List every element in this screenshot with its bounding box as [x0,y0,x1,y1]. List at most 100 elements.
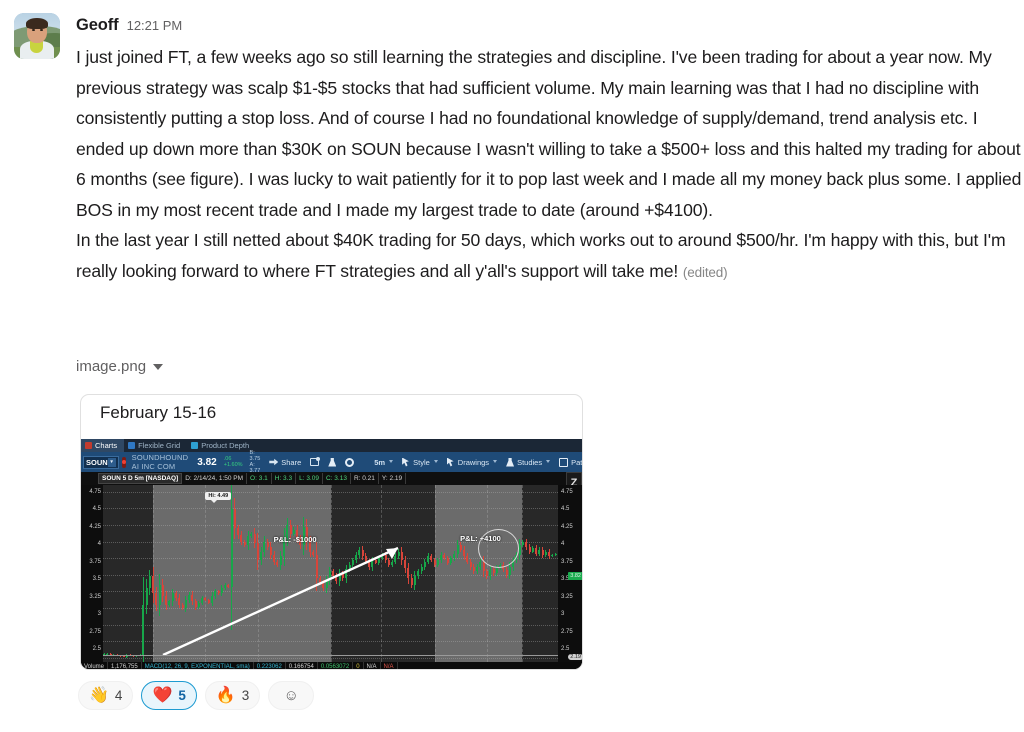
candlestick [374,558,377,565]
gridline-horizontal [103,491,558,493]
candlestick [391,559,394,567]
candlestick [158,573,161,616]
candlestick [410,574,413,589]
candlestick [508,562,511,580]
drawings-button[interactable]: Drawings [446,457,498,467]
reaction-bar: 👋 4 ❤️ 5 🔥 3 ☺ [78,681,315,710]
candlestick [538,547,541,556]
candlestick [423,558,426,570]
candlestick [152,566,155,603]
candlestick [332,568,335,579]
candlestick [256,533,259,570]
candlestick [338,569,341,586]
candlestick [482,556,485,577]
attachment-filename-row[interactable]: image.png [76,358,164,375]
depth-icon [191,442,199,449]
fire-reaction[interactable]: 🔥 3 [204,681,261,710]
timeframe-button[interactable]: 5m [363,457,394,467]
heart-reaction[interactable]: ❤️ 5 [141,681,197,710]
add-reaction-button[interactable]: ☺ [268,681,315,710]
candlestick [463,545,466,560]
candlestick [279,551,282,570]
record-button[interactable] [121,456,126,468]
studies-button[interactable]: Studies [506,457,551,467]
chevron-down-icon[interactable] [153,363,164,370]
timeframe-label: 5m [374,457,386,467]
avatar-hair [26,18,48,29]
candlestick [381,553,384,561]
snapshot-button[interactable] [310,457,321,466]
candlestick [512,556,515,571]
y-tick-right: 3 [561,611,565,618]
candlestick [384,551,387,564]
gridline-horizontal [103,658,558,659]
candlestick [214,588,217,599]
style-button[interactable]: Style [402,457,438,467]
share-button[interactable]: Share [269,458,301,467]
candlestick [305,518,308,550]
candlestick [286,517,289,546]
y-tick-left: 3.75 [89,558,101,565]
y-tick-left: 4 [97,541,101,548]
quote-close: C: 3.13 [323,473,351,484]
candlestick [443,553,446,561]
session-shade-overnight-2 [521,485,558,662]
candlestick [201,595,204,606]
candlestick [237,524,240,539]
tab-flexible-grid-label: Flexible Grid [138,441,181,450]
fire-reaction-count: 3 [241,688,250,703]
candlestick [299,534,302,549]
gridline-vertical [257,485,259,662]
candlestick [312,549,315,557]
attachment-filename[interactable]: image.png [76,358,147,375]
plot-area[interactable]: Hi: 4.49 P&L: -$1000 P&L: +4100 [103,485,558,669]
candlestick [296,524,299,543]
candlestick [449,555,452,566]
candlestick [197,600,200,609]
candlestick [528,544,531,555]
tab-flexible-grid[interactable]: Flexible Grid [124,439,187,452]
tab-charts[interactable]: Charts [81,439,125,452]
settings-button[interactable] [345,457,355,467]
strategy-button[interactable] [328,457,337,467]
candlestick [335,573,338,585]
bos-ellipse-annotation [478,529,520,569]
grid-icon [128,442,136,449]
candlestick [112,654,115,656]
tab-charts-label: Charts [95,441,118,450]
symbol-input[interactable]: SOUN ▾ [83,455,119,469]
studies-icon [506,457,515,467]
candlestick [525,538,528,550]
candlestick [142,577,145,669]
wave-reaction[interactable]: 👋 4 [78,681,134,710]
message-paragraph-2-text: In the last year I still netted about $4… [76,230,1006,281]
session-shade-premarket [103,485,154,662]
avatar[interactable] [14,13,60,59]
candlestick [289,520,292,539]
study-na-1: N/A [364,662,381,669]
quote-symbol-tag: SOUN 5 D 5m [NASDAQ] [98,473,183,484]
candlestick [348,562,351,573]
message-author[interactable]: Geoff [76,16,119,34]
candlestick [433,557,436,568]
study-strip: Volume 1,176,755 MACD(12, 26, 9, EXPONEN… [81,662,582,669]
symbol-value: SOUN [86,457,108,467]
y-tick-left: 3.5 [92,576,101,583]
image-attachment[interactable]: February 15-16 Charts Flexible Grid Prod… [80,394,583,670]
candlestick [456,540,459,559]
candlestick [355,551,358,564]
study-zero: 0 [353,662,364,669]
chevron-down-icon[interactable]: ▾ [107,457,116,467]
prev-close-tag: 2.19 [568,654,582,660]
chevron-down-icon [546,459,551,463]
candlestick [368,558,371,570]
gridline-vertical [521,485,523,662]
message-timestamp[interactable]: 12:21 PM [126,18,183,33]
y-tick-left: 3.25 [89,593,101,600]
patterns-button[interactable]: Patterns [559,457,582,467]
tab-product-depth[interactable]: Product Depth [187,439,256,452]
candlestick [220,585,223,597]
wave-reaction-count: 4 [114,688,123,703]
